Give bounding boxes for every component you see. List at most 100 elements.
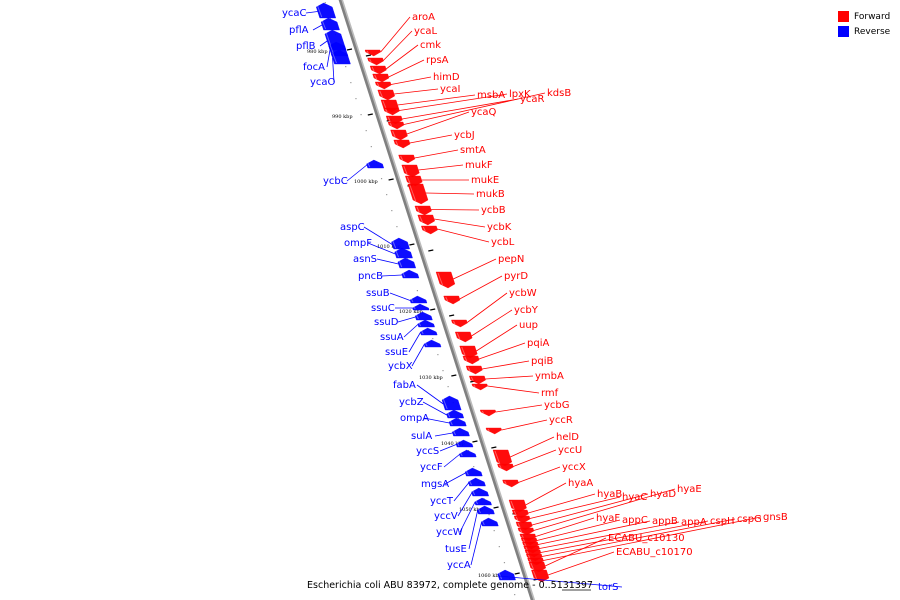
gene-label-kdsB[interactable]: kdsB — [547, 88, 571, 99]
gene-label-pepN[interactable]: pepN — [498, 254, 524, 265]
gene-feature-ssuA[interactable] — [417, 319, 435, 328]
gene-label-yccF[interactable]: yccF — [420, 462, 443, 473]
gene-label-mukB[interactable]: mukB — [476, 189, 505, 200]
gene-label-lpxK[interactable]: lpxK — [509, 89, 531, 100]
gene-feature-yccX[interactable] — [502, 479, 519, 488]
gene-feature-ycbW[interactable] — [451, 319, 468, 328]
gene-feature-aroA[interactable] — [364, 49, 381, 57]
gene-feature-yccR[interactable] — [485, 427, 502, 435]
gene-feature-ycbK[interactable] — [417, 214, 435, 226]
gene-feature-rmf[interactable] — [471, 383, 488, 391]
gene-feature-ycaQ[interactable] — [390, 129, 408, 141]
gene-label-ycbW[interactable]: ycbW — [509, 288, 537, 299]
gene-label-hyaB[interactable]: hyaB — [597, 489, 622, 500]
gene-feature-ycaL[interactable] — [367, 57, 384, 66]
gene-feature-yccF[interactable] — [459, 449, 477, 458]
gene-feature-tusE[interactable] — [476, 505, 495, 515]
gene-label-ssuB[interactable]: ssuB — [366, 288, 390, 299]
gene-feature-ompA[interactable] — [448, 417, 467, 427]
gene-feature-mgsA[interactable] — [464, 467, 483, 477]
gene-label-ycbX[interactable]: ycbX — [388, 361, 413, 372]
gene-feature-pyrD[interactable] — [443, 295, 461, 305]
gene-feature-mukB[interactable] — [407, 183, 429, 205]
gene-feature-ycbJ[interactable] — [393, 139, 411, 149]
gene-label-cmk[interactable]: cmk — [420, 40, 441, 51]
gene-label-appA[interactable]: appA — [681, 517, 707, 528]
gene-feature-aspC[interactable] — [391, 237, 410, 250]
gene-feature-hyaC[interactable] — [513, 515, 531, 524]
gene-feature-yccV[interactable] — [471, 487, 489, 497]
gene-feature-ymbA[interactable] — [469, 375, 486, 385]
gene-label-pqiB[interactable]: pqiB — [531, 356, 553, 367]
gene-label-hyaA[interactable]: hyaA — [568, 478, 593, 489]
gene-label-ycbY[interactable]: ycbY — [514, 305, 539, 316]
gene-feature-yccS[interactable] — [455, 439, 474, 448]
gene-feature-ycbX[interactable] — [423, 339, 442, 348]
gene-label-ompA[interactable]: ompA — [400, 413, 429, 424]
gene-label-msbA[interactable]: msbA — [477, 90, 505, 101]
gene-label-himD[interactable]: himD — [433, 72, 460, 83]
gene-feature-smtA[interactable] — [398, 154, 416, 164]
gene-label-ECABU_c10170[interactable]: ECABU_c10170 — [616, 547, 693, 558]
gene-feature-lpxK[interactable] — [383, 107, 400, 116]
gene-label-hyaD[interactable]: hyaD — [650, 489, 676, 500]
gene-label-ycaL[interactable]: ycaL — [414, 26, 438, 37]
gene-feature-ycbC[interactable] — [366, 159, 385, 169]
gene-label-ompF[interactable]: ompF — [344, 238, 372, 249]
gene-label-ssuE[interactable]: ssuE — [385, 347, 408, 358]
gene-feature-ycbL[interactable] — [421, 225, 438, 235]
gene-label-ycaC[interactable]: ycaC — [282, 8, 307, 19]
gene-feature-ycbY[interactable] — [454, 331, 473, 343]
gene-feature-ssuE[interactable] — [419, 327, 438, 336]
gene-label-ycbK[interactable]: ycbK — [487, 222, 512, 233]
gene-label-ECABU_c10130[interactable]: ECABU_c10130 — [608, 533, 685, 544]
gene-feature-ssuC[interactable] — [412, 303, 430, 311]
gene-feature-yccA[interactable] — [480, 517, 499, 527]
gene-label-ycbL[interactable]: ycbL — [491, 237, 515, 248]
gene-label-yccR[interactable]: yccR — [549, 415, 573, 426]
gene-label-ycaQ[interactable]: ycaQ — [471, 107, 497, 118]
gene-label-ycaR[interactable]: ycaR — [520, 94, 545, 105]
gene-label-smtA[interactable]: smtA — [460, 145, 486, 156]
gene-label-sulA[interactable]: sulA — [411, 431, 432, 442]
gene-feature-kdsB[interactable] — [387, 121, 405, 130]
gene-label-ycaI[interactable]: ycaI — [440, 84, 461, 95]
gene-feature-pqiB[interactable] — [465, 365, 483, 375]
gene-label-helD[interactable]: helD — [556, 432, 579, 443]
gene-label-ycaO[interactable]: ycaO — [310, 77, 336, 88]
gene-feature-mukF[interactable] — [401, 164, 420, 178]
gene-label-yccA[interactable]: yccA — [447, 560, 471, 571]
gene-feature-fabA[interactable] — [441, 395, 462, 411]
gene-label-yccX[interactable]: yccX — [562, 462, 586, 473]
gene-label-rmf[interactable]: rmf — [541, 388, 559, 399]
gene-label-yccT[interactable]: yccT — [430, 496, 454, 507]
gene-label-rpsA[interactable]: rpsA — [426, 55, 449, 66]
gene-label-aspC[interactable]: aspC — [340, 222, 365, 233]
gene-label-tusE[interactable]: tusE — [445, 544, 467, 555]
gene-label-pqiA[interactable]: pqiA — [527, 338, 549, 349]
gene-label-pyrD[interactable]: pyrD — [504, 271, 528, 282]
gene-feature-hyaE[interactable] — [517, 527, 535, 536]
gene-label-yccS[interactable]: yccS — [416, 446, 439, 457]
gene-label-ycbZ[interactable]: ycbZ — [399, 397, 424, 408]
gene-label-mgsA[interactable]: mgsA — [421, 479, 449, 490]
gene-label-fabA[interactable]: fabA — [393, 380, 416, 391]
gene-feature-ycaO[interactable] — [331, 49, 351, 65]
gene-label-hyaE[interactable]: hyaE — [677, 484, 702, 495]
gene-label-yccW[interactable]: yccW — [436, 527, 463, 538]
gene-label-ssuD[interactable]: ssuD — [374, 317, 399, 328]
gene-label-aroA[interactable]: aroA — [412, 12, 435, 23]
gene-label-focA[interactable]: focA — [303, 62, 325, 73]
gene-label-pncB[interactable]: pncB — [358, 271, 383, 282]
gene-feature-rpsA[interactable] — [372, 73, 390, 83]
gene-label-mukE[interactable]: mukE — [471, 175, 499, 186]
gene-feature-pepN[interactable] — [435, 271, 456, 289]
gene-label-appB[interactable]: appB — [652, 516, 678, 527]
gene-label-hyaF[interactable]: hyaF — [596, 513, 620, 524]
gene-label-pflB[interactable]: pflB — [296, 41, 316, 52]
gene-label-ycbB[interactable]: ycbB — [481, 205, 506, 216]
gene-feature-yccW[interactable] — [474, 497, 492, 506]
gene-label-asnS[interactable]: asnS — [353, 254, 377, 265]
gene-feature-sulA[interactable] — [451, 427, 470, 437]
gene-label-gnsB[interactable]: gnsB — [763, 512, 788, 523]
